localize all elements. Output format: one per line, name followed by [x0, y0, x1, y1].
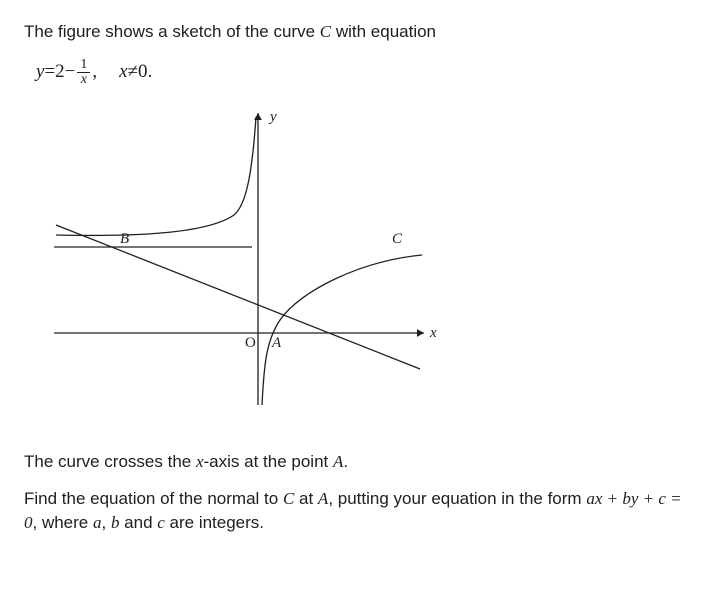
eq-frac-den: x	[78, 73, 90, 87]
cross-mid: -axis at the point	[204, 452, 333, 471]
eq-minus: −	[65, 59, 76, 86]
cross-pre: The curve crosses the	[24, 452, 196, 471]
eq-fraction: 1 x	[77, 58, 90, 87]
find-end: are integers.	[165, 513, 264, 532]
svg-text:y: y	[268, 109, 277, 125]
intro-pre: The figure shows a sketch of the curve	[24, 22, 320, 41]
eq-const: 2	[55, 59, 65, 86]
equation-main: y = 2 − 1 x ,	[36, 58, 97, 87]
intro-post: with equation	[331, 22, 436, 41]
intro-paragraph: The figure shows a sketch of the curve C…	[24, 20, 684, 44]
cross-xaxis-var: x	[196, 452, 204, 471]
eq-lhs: y	[36, 59, 44, 86]
find-pre: Find the equation of the normal to	[24, 489, 283, 508]
eq-equals: =	[44, 59, 55, 86]
eq-comma: ,	[92, 59, 97, 86]
find-A: A	[318, 489, 328, 508]
svg-text:A: A	[271, 335, 282, 351]
curve-graph: y x OA B C	[40, 105, 440, 415]
svg-text:B: B	[120, 231, 129, 247]
graph-container: y x OA B C	[40, 105, 684, 422]
svg-text:x: x	[429, 325, 437, 341]
find-sep: ,	[101, 513, 110, 532]
svg-text:C: C	[392, 231, 403, 247]
find-mid2: , putting your equation in the form	[328, 489, 586, 508]
intro-curve-C: C	[320, 22, 331, 41]
eq-cond-var: x	[119, 59, 127, 86]
find-mid1: at	[294, 489, 318, 508]
svg-text:O: O	[245, 335, 256, 351]
eq-cond-neq: ≠	[128, 59, 138, 86]
eq-frac-num: 1	[77, 58, 90, 73]
cross-end: .	[343, 452, 348, 471]
find-and: and	[119, 513, 157, 532]
equation-condition: x ≠ 0.	[119, 59, 152, 86]
equation: y = 2 − 1 x , x ≠ 0.	[36, 58, 684, 87]
find-c: c	[157, 513, 165, 532]
cross-point-A: A	[333, 452, 343, 471]
find-mid3: , where	[33, 513, 93, 532]
eq-cond-val: 0.	[138, 59, 152, 86]
cross-paragraph: The curve crosses the x-axis at the poin…	[24, 450, 684, 474]
find-C: C	[283, 489, 294, 508]
find-paragraph: Find the equation of the normal to C at …	[24, 487, 684, 535]
